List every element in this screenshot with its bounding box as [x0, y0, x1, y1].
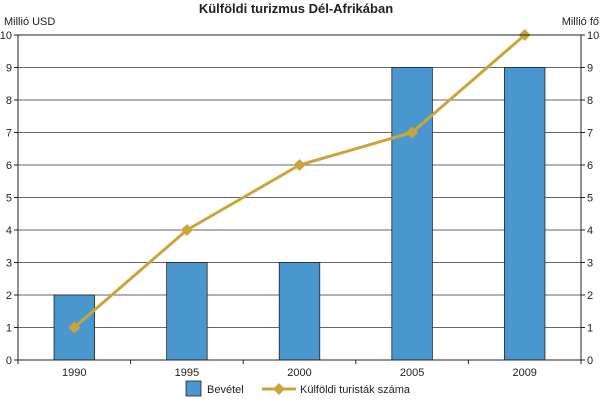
x-tick-label: 1990	[62, 367, 86, 379]
line-layer	[68, 29, 531, 334]
y-tick-label: 2	[6, 290, 12, 302]
legend-label-bar: Bevétel	[207, 384, 244, 396]
legend-swatch-marker	[273, 383, 285, 395]
x-tick-label: 2005	[400, 367, 424, 379]
y-tick-label: 1	[6, 323, 12, 335]
y2-tick-label: 7	[587, 128, 593, 140]
legend-label-line: Külföldi turisták száma	[300, 384, 411, 396]
y-tick-label: 5	[6, 193, 12, 205]
line-point	[180, 224, 193, 236]
bar	[504, 67, 546, 361]
y2-tick-label: 8	[587, 95, 593, 107]
bars-layer	[53, 67, 546, 361]
y2-tick-label: 0	[587, 355, 593, 367]
y2-tick-label: 3	[587, 258, 593, 270]
line-point	[293, 159, 306, 171]
x-tick-label: 2009	[512, 367, 536, 379]
y2-tick-label: 2	[587, 290, 593, 302]
line-point	[406, 126, 419, 139]
bar	[278, 262, 321, 361]
y-tick-label: 9	[6, 63, 12, 75]
line-point	[68, 321, 81, 334]
y-tick-label: 0	[6, 355, 12, 367]
y-tick-label: 4	[6, 225, 12, 237]
y2-tick-label: 9	[587, 63, 593, 75]
y-tick-label: 8	[6, 95, 12, 107]
y2-tick-label: 4	[587, 225, 593, 237]
y2-tick-label: 10	[587, 30, 599, 42]
chart-title: Külföldi turizmus Dél-Afrikában	[199, 1, 393, 16]
legend-swatch-bar	[185, 380, 202, 397]
left-axis-label: Millió USD	[4, 16, 55, 28]
x-tick-label: 1995	[175, 367, 199, 379]
y-tick-label: 10	[0, 30, 12, 42]
y2-tick-label: 6	[587, 160, 593, 172]
legend: Bevétel Külföldi turisták száma	[185, 380, 411, 397]
y-tick-label: 7	[6, 128, 12, 140]
y-tick-label: 6	[6, 160, 12, 172]
y-tick-label: 3	[6, 258, 12, 270]
right-axis-label: Millió fő	[562, 16, 599, 28]
y2-tick-label: 1	[587, 323, 593, 335]
x-tick-label: 2000	[287, 367, 311, 379]
bar	[166, 262, 208, 361]
bar	[391, 67, 433, 361]
axes-layer: 0 1 2 3 4 5 6 7 8 9 10 0 1 2 3 4 5 6 7 8 9 10 1990 1995 2000 2005…	[0, 30, 599, 379]
y2-tick-label: 5	[587, 193, 593, 205]
